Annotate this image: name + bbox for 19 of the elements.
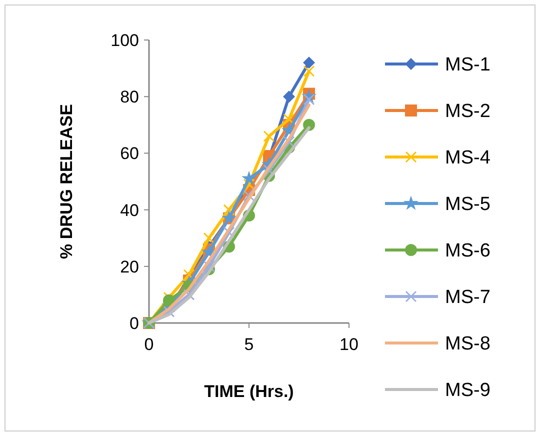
y-tick-label: 20 — [120, 257, 139, 276]
legend-label: MS-6 — [445, 240, 490, 262]
legend-label: MS-8 — [445, 334, 490, 355]
legend-label: MS-9 — [445, 380, 490, 402]
legend-label: MS-2 — [445, 101, 490, 122]
x-axis-title: TIME (Hrs.) — [204, 382, 294, 401]
legend-label: MS-1 — [445, 54, 490, 76]
legend-label: MS-5 — [445, 194, 490, 216]
x-tick-label: 10 — [340, 335, 358, 354]
y-tick-label: 40 — [120, 200, 139, 220]
y-tick-label: 80 — [120, 88, 139, 107]
x-tick-label: 0 — [144, 335, 154, 354]
legend-label: MS-4 — [445, 148, 491, 169]
legend-label: MS-7 — [445, 287, 490, 308]
y-axis-title: % DRUG RELEASE — [57, 104, 76, 259]
x-tick-label: 5 — [244, 335, 254, 354]
y-tick-label: 60 — [120, 144, 139, 164]
y-tick-label: 0 — [130, 314, 139, 333]
y-tick-label: 100 — [110, 30, 139, 50]
